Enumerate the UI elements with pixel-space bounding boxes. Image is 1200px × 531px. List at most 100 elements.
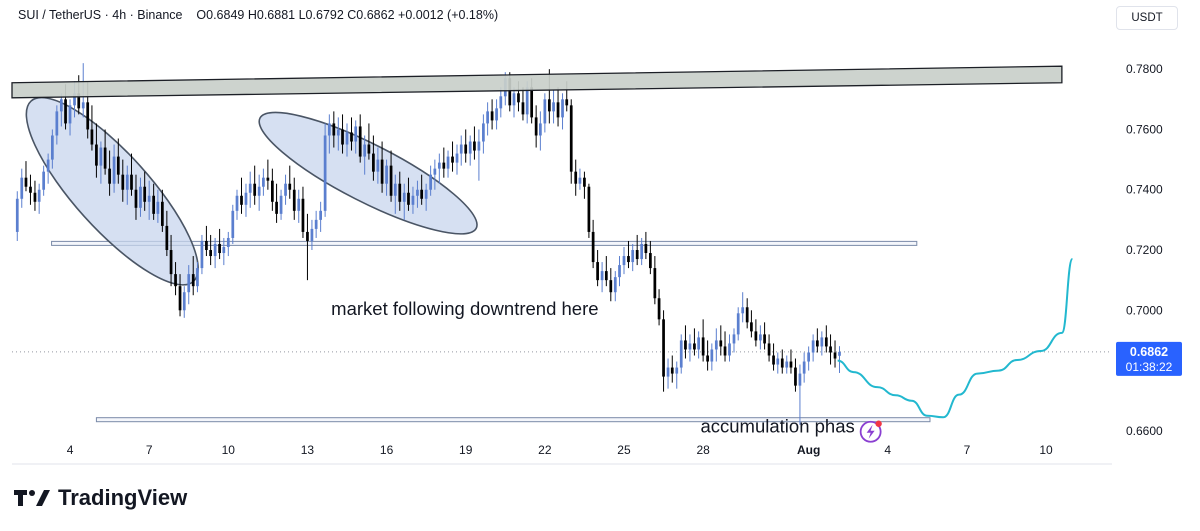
candle[interactable]: [583, 171, 586, 199]
candle[interactable]: [574, 159, 578, 196]
candle[interactable]: [785, 355, 789, 374]
candle[interactable]: [578, 168, 582, 190]
candle[interactable]: [596, 250, 599, 287]
candle[interactable]: [750, 310, 753, 338]
candle[interactable]: [253, 165, 257, 205]
support-line[interactable]: [95, 417, 931, 423]
support-line[interactable]: [51, 240, 918, 246]
candle[interactable]: [644, 231, 648, 260]
candle[interactable]: [411, 186, 415, 214]
candle[interactable]: [231, 204, 235, 244]
candle[interactable]: [191, 256, 195, 296]
candle[interactable]: [59, 93, 63, 127]
candle[interactable]: [767, 334, 771, 362]
candle[interactable]: [160, 189, 164, 232]
candle[interactable]: [745, 298, 749, 329]
candle[interactable]: [798, 364, 802, 425]
candle[interactable]: [112, 144, 116, 193]
candle[interactable]: [495, 99, 498, 130]
candle[interactable]: [451, 141, 454, 172]
candle[interactable]: [196, 262, 199, 293]
candle[interactable]: [323, 123, 327, 217]
candle[interactable]: [657, 289, 661, 326]
candle[interactable]: [182, 286, 186, 318]
candle[interactable]: [719, 325, 723, 356]
interval[interactable]: 4h: [112, 8, 127, 22]
candle[interactable]: [108, 150, 111, 196]
candle[interactable]: [552, 90, 555, 124]
candle[interactable]: [521, 87, 525, 121]
candle[interactable]: [398, 171, 402, 211]
candle[interactable]: [473, 126, 476, 160]
candle[interactable]: [68, 99, 72, 136]
candle[interactable]: [327, 114, 331, 154]
candle[interactable]: [147, 180, 151, 220]
candle[interactable]: [728, 334, 731, 362]
candle[interactable]: [569, 99, 573, 184]
candle[interactable]: [789, 349, 793, 374]
candle[interactable]: [688, 334, 692, 362]
candle[interactable]: [284, 174, 287, 205]
candle[interactable]: [604, 256, 608, 287]
candle[interactable]: [710, 343, 714, 371]
candle[interactable]: [99, 141, 103, 184]
candle[interactable]: [266, 159, 270, 190]
candle[interactable]: [139, 177, 142, 217]
candle[interactable]: [670, 355, 674, 383]
candle[interactable]: [543, 93, 547, 133]
tradingview-logo[interactable]: TradingView: [14, 485, 187, 511]
candle[interactable]: [218, 228, 221, 260]
candle[interactable]: [345, 123, 349, 157]
candle[interactable]: [693, 328, 696, 356]
candle[interactable]: [759, 325, 762, 350]
candle[interactable]: [653, 256, 657, 305]
candle[interactable]: [205, 225, 208, 257]
candle[interactable]: [301, 186, 305, 238]
candle[interactable]: [393, 174, 397, 214]
candle[interactable]: [486, 102, 489, 136]
candle[interactable]: [200, 234, 204, 275]
candle[interactable]: [178, 274, 182, 317]
candle[interactable]: [134, 174, 138, 220]
candle[interactable]: [292, 177, 296, 220]
candle[interactable]: [209, 234, 212, 266]
candle[interactable]: [24, 161, 28, 192]
candle[interactable]: [33, 180, 37, 211]
candle[interactable]: [732, 328, 736, 353]
candle[interactable]: [736, 307, 740, 341]
candle[interactable]: [341, 114, 344, 154]
candle[interactable]: [714, 328, 718, 362]
candle[interactable]: [95, 123, 98, 178]
candle[interactable]: [310, 219, 314, 251]
candle[interactable]: [587, 183, 591, 238]
alert-icon[interactable]: [859, 420, 882, 443]
candle[interactable]: [187, 265, 191, 305]
candle[interactable]: [772, 343, 775, 371]
symbol-name[interactable]: SUI / TetherUS: [18, 8, 102, 22]
candle[interactable]: [802, 352, 806, 383]
candle[interactable]: [534, 105, 538, 148]
candle[interactable]: [622, 247, 626, 275]
candle[interactable]: [306, 213, 309, 281]
candle[interactable]: [55, 105, 59, 145]
candle[interactable]: [631, 243, 635, 272]
candle[interactable]: [512, 87, 516, 118]
candle[interactable]: [37, 183, 41, 214]
candle[interactable]: [829, 334, 832, 365]
candle[interactable]: [424, 183, 428, 211]
candle[interactable]: [666, 358, 670, 389]
candle[interactable]: [376, 147, 380, 184]
candle[interactable]: [354, 120, 358, 154]
candle[interactable]: [556, 87, 560, 127]
candle[interactable]: [684, 325, 687, 359]
candle[interactable]: [662, 310, 665, 392]
candle[interactable]: [42, 165, 46, 196]
candle[interactable]: [358, 114, 362, 163]
candle[interactable]: [679, 334, 683, 374]
candle[interactable]: [754, 319, 758, 347]
candle[interactable]: [235, 189, 239, 220]
candle[interactable]: [627, 240, 630, 269]
candle[interactable]: [248, 171, 252, 208]
candle[interactable]: [222, 237, 226, 266]
resistance-zone[interactable]: [11, 65, 1063, 99]
